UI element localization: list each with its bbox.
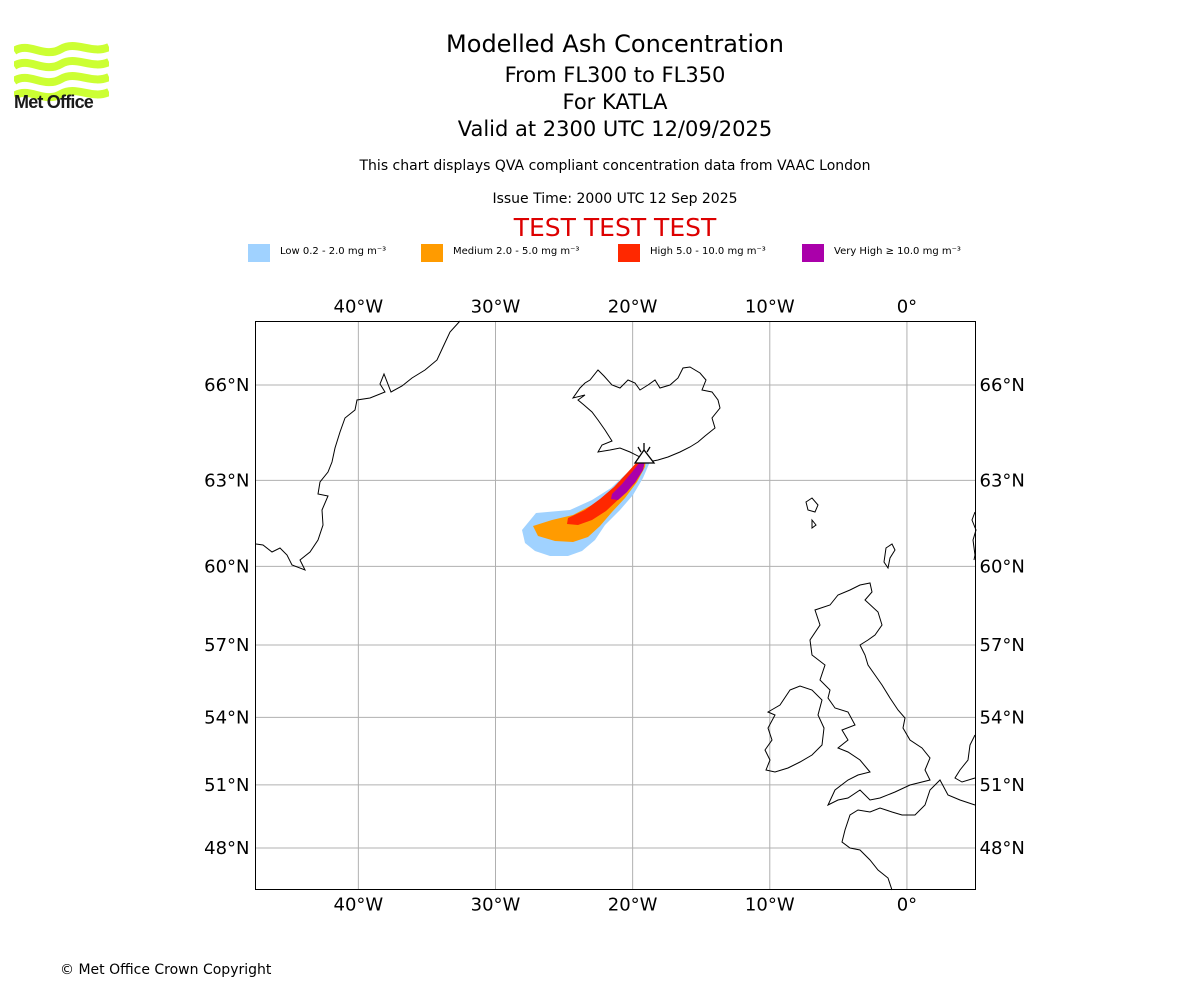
ash-very-high-area (611, 461, 645, 500)
lat-label-right: 54°N (980, 707, 1025, 728)
lon-label-bottom: 0° (897, 895, 917, 916)
coastlines (255, 320, 977, 891)
lon-label-top: 30°W (471, 297, 521, 318)
lon-label-top: 20°W (608, 297, 658, 318)
legend-swatch-low (248, 244, 270, 262)
issue-time: Issue Time: 2000 UTC 12 Sep 2025 (492, 191, 738, 207)
ireland-coast (764, 685, 825, 773)
legend-label-very-high: Very High ≥ 10.0 mg m⁻³ (834, 246, 961, 257)
france-coast (841, 779, 976, 891)
lon-label-bottom: 30°W (471, 895, 521, 916)
ash-plume (522, 456, 649, 556)
map-frame (255, 321, 976, 890)
norway-coast (971, 511, 977, 561)
legend-label-medium: Medium 2.0 - 5.0 mg m⁻³ (453, 246, 580, 257)
copyright-notice: © Met Office Crown Copyright (60, 962, 272, 978)
lat-label-left: 51°N (204, 775, 249, 796)
lat-label-right: 57°N (980, 635, 1025, 656)
legend-label-high: High 5.0 - 10.0 mg m⁻³ (650, 246, 766, 257)
graticule (255, 321, 976, 890)
legend-swatch-medium (421, 244, 443, 262)
lon-label-bottom: 40°W (334, 895, 384, 916)
ash-medium-area (533, 459, 646, 542)
ash-high-area (567, 460, 645, 525)
legend-swatch-very-high (802, 244, 824, 262)
lon-label-top: 0° (897, 297, 917, 318)
lat-label-right: 51°N (980, 775, 1025, 796)
shetland-coast (883, 543, 896, 570)
lat-label-left: 63°N (204, 470, 249, 491)
lat-label-right: 60°N (980, 556, 1025, 577)
volcano-name: For KATLA (562, 90, 668, 114)
lon-label-bottom: 10°W (745, 895, 795, 916)
scotland-coast (809, 582, 931, 807)
lat-label-right: 63°N (980, 470, 1025, 491)
lat-label-left: 57°N (204, 635, 249, 656)
lat-label-left: 60°N (204, 556, 249, 577)
legend-label-low: Low 0.2 - 2.0 mg m⁻³ (280, 246, 387, 257)
volcano-icon (633, 443, 656, 464)
lat-label-left: 66°N (204, 375, 249, 396)
lon-label-bottom: 20°W (608, 895, 658, 916)
lon-label-top: 10°W (745, 297, 795, 318)
axis-tick-labels: 40°W 40°W 30°W 30°W 20°W 20°W 10°W 10°W 0° 0° 66°N… (204, 297, 1025, 916)
belgium-netherlands-coast (954, 734, 976, 783)
lon-label-top: 40°W (334, 297, 384, 318)
iceland-coast (571, 366, 721, 463)
brand-name: Met Office (14, 92, 94, 112)
chart-title: Modelled Ash Concentration (446, 30, 784, 58)
valid-time: Valid at 2300 UTC 12/09/2025 (457, 117, 773, 141)
lat-label-left: 54°N (204, 707, 249, 728)
compliance-note: This chart displays QVA compliant concen… (359, 158, 871, 174)
lat-label-right: 66°N (980, 375, 1025, 396)
faroe-islands-coast (805, 497, 819, 529)
level-range: From FL300 to FL350 (504, 63, 726, 87)
lat-label-left: 48°N (204, 838, 249, 859)
lat-label-right: 48°N (980, 838, 1025, 859)
greenland-coast (255, 320, 461, 571)
met-office-logo-icon (14, 42, 109, 102)
legend-swatch-high (618, 244, 640, 262)
test-banner: TEST TEST TEST (513, 213, 717, 242)
